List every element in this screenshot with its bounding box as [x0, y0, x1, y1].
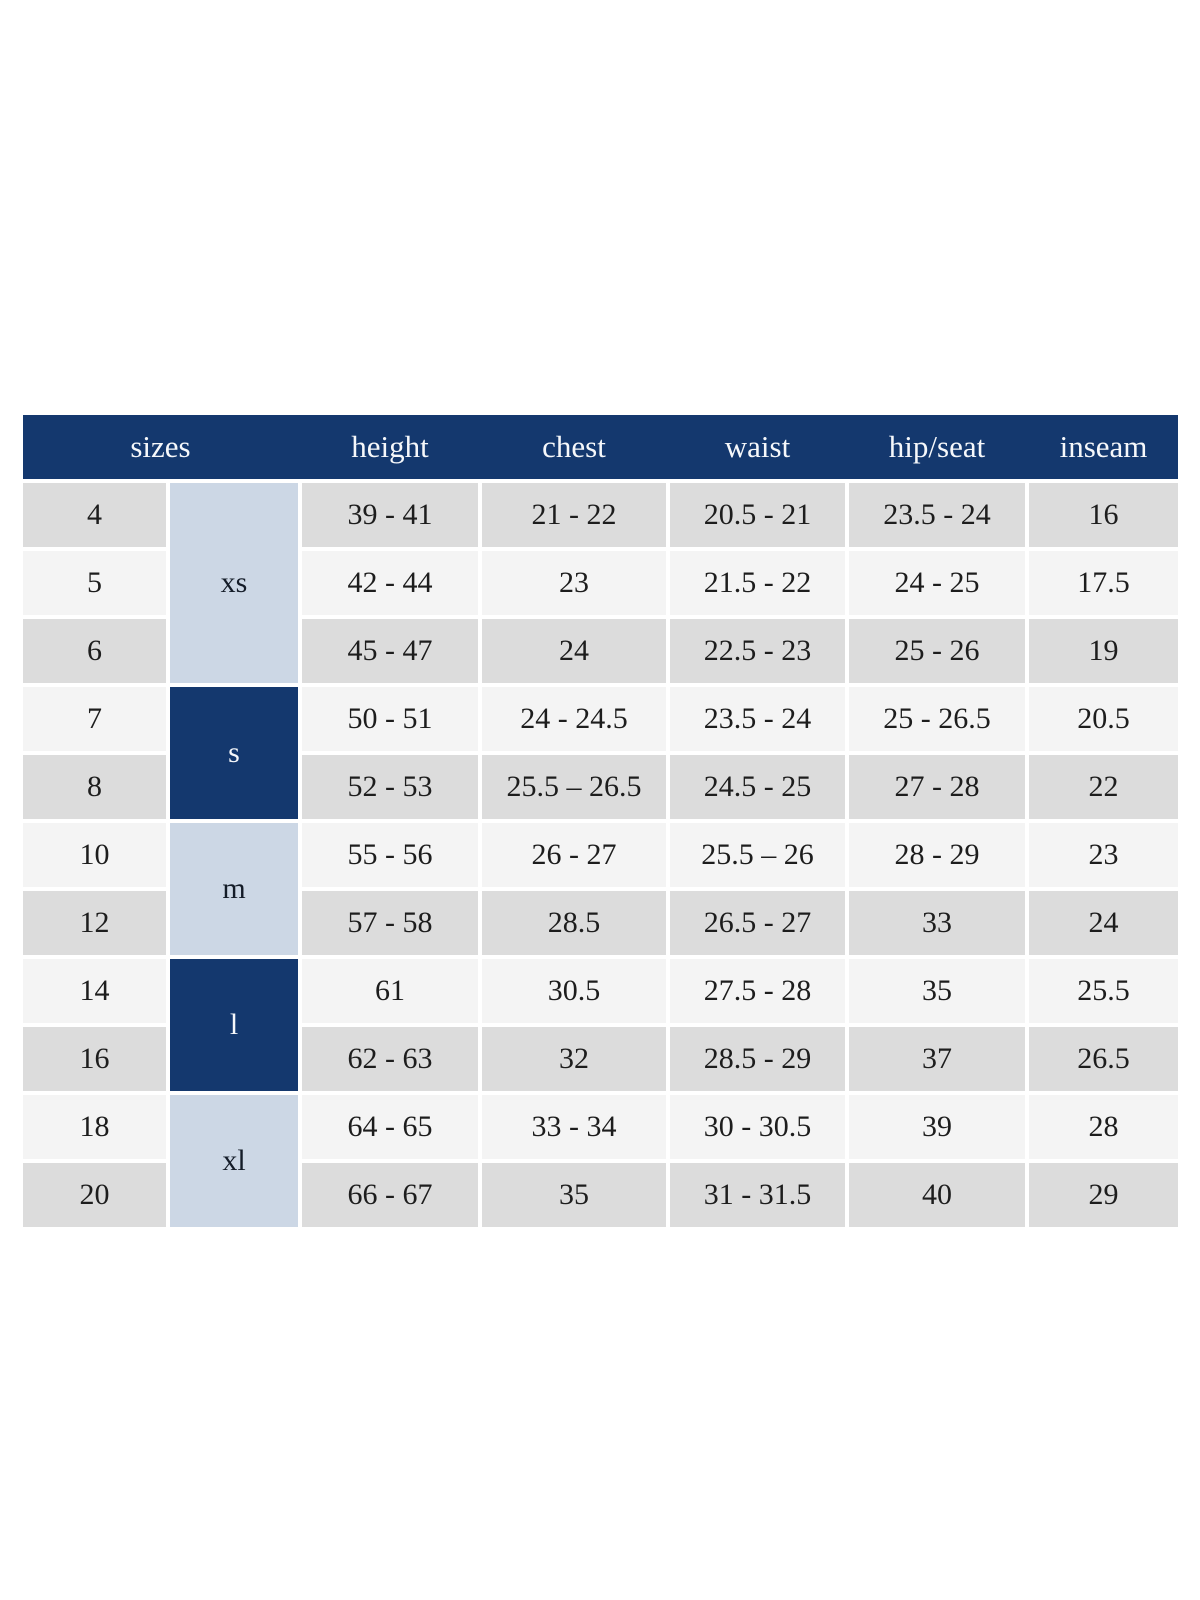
- table-body: 4 39 - 41 21 - 22 20.5 - 21 23.5 - 24 16 5 42 -…: [23, 483, 1178, 1227]
- size-cell: 4: [23, 483, 166, 547]
- inseam-cell: 25.5: [1029, 959, 1178, 1023]
- height-cell: 42 - 44: [302, 551, 478, 615]
- header-cell-hip-seat: hip/seat: [888, 429, 986, 464]
- size-cell: 10: [23, 823, 166, 887]
- inseam-cell: 24: [1029, 891, 1178, 955]
- inseam-cell: 29: [1029, 1163, 1178, 1227]
- chest-cell: 26 - 27: [482, 823, 666, 887]
- size-group-cell: xs: [170, 483, 298, 683]
- inseam-cell: 17.5: [1029, 551, 1178, 615]
- height-cell: 57 - 58: [302, 891, 478, 955]
- inseam-cell: 26.5: [1029, 1027, 1178, 1091]
- height-cell: 50 - 51: [302, 687, 478, 751]
- hip-seat-cell: 28 - 29: [849, 823, 1025, 887]
- size-cell: 7: [23, 687, 166, 751]
- waist-cell: 21.5 - 22: [670, 551, 845, 615]
- waist-cell: 28.5 - 29: [670, 1027, 845, 1091]
- size-cell: 6: [23, 619, 166, 683]
- size-cell: 12: [23, 891, 166, 955]
- height-cell: 64 - 65: [302, 1095, 478, 1159]
- header-cell-inseam: inseam: [1059, 429, 1148, 464]
- size-cell: 5: [23, 551, 166, 615]
- waist-cell: 26.5 - 27: [670, 891, 845, 955]
- hip-seat-cell: 25 - 26: [849, 619, 1025, 683]
- waist-cell: 31 - 31.5: [670, 1163, 845, 1227]
- inseam-cell: 20.5: [1029, 687, 1178, 751]
- chest-cell: 35: [482, 1163, 666, 1227]
- header-cell-height: height: [351, 429, 429, 464]
- inseam-cell: 16: [1029, 483, 1178, 547]
- height-cell: 62 - 63: [302, 1027, 478, 1091]
- size-cell: 20: [23, 1163, 166, 1227]
- hip-seat-cell: 27 - 28: [849, 755, 1025, 819]
- waist-cell: 23.5 - 24: [670, 687, 845, 751]
- chest-cell: 24: [482, 619, 666, 683]
- waist-cell: 27.5 - 28: [670, 959, 845, 1023]
- size-group-cell: m: [170, 823, 298, 955]
- waist-cell: 25.5 – 26: [670, 823, 845, 887]
- chest-cell: 33 - 34: [482, 1095, 666, 1159]
- inseam-cell: 22: [1029, 755, 1178, 819]
- size-group-cell: l: [170, 959, 298, 1091]
- size-cell: 8: [23, 755, 166, 819]
- height-cell: 39 - 41: [302, 483, 478, 547]
- hip-seat-cell: 23.5 - 24: [849, 483, 1025, 547]
- header-cell-chest: chest: [542, 429, 606, 464]
- chest-cell: 32: [482, 1027, 666, 1091]
- height-cell: 55 - 56: [302, 823, 478, 887]
- chest-cell: 23: [482, 551, 666, 615]
- hip-seat-cell: 39: [849, 1095, 1025, 1159]
- waist-cell: 20.5 - 21: [670, 483, 845, 547]
- waist-cell: 22.5 - 23: [670, 619, 845, 683]
- size-group-cell: s: [170, 687, 298, 819]
- table-header-row: sizes height chest waist hip/seat inseam: [23, 415, 1178, 479]
- hip-seat-cell: 33: [849, 891, 1025, 955]
- inseam-cell: 23: [1029, 823, 1178, 887]
- size-chart-table: sizes height chest waist hip/seat inseam…: [23, 415, 1178, 1227]
- height-cell: 45 - 47: [302, 619, 478, 683]
- hip-seat-cell: 25 - 26.5: [849, 687, 1025, 751]
- height-cell: 52 - 53: [302, 755, 478, 819]
- chest-cell: 24 - 24.5: [482, 687, 666, 751]
- hip-seat-cell: 40: [849, 1163, 1025, 1227]
- chest-cell: 28.5: [482, 891, 666, 955]
- hip-seat-cell: 37: [849, 1027, 1025, 1091]
- inseam-cell: 28: [1029, 1095, 1178, 1159]
- chest-cell: 21 - 22: [482, 483, 666, 547]
- size-cell: 18: [23, 1095, 166, 1159]
- size-cell: 14: [23, 959, 166, 1023]
- hip-seat-cell: 35: [849, 959, 1025, 1023]
- height-cell: 61: [302, 959, 478, 1023]
- waist-cell: 24.5 - 25: [670, 755, 845, 819]
- hip-seat-cell: 24 - 25: [849, 551, 1025, 615]
- chest-cell: 25.5 – 26.5: [482, 755, 666, 819]
- height-cell: 66 - 67: [302, 1163, 478, 1227]
- header-cell-sizes: sizes: [130, 429, 191, 464]
- header-cell-waist: waist: [724, 429, 791, 464]
- chest-cell: 30.5: [482, 959, 666, 1023]
- size-group-cell: xl: [170, 1095, 298, 1227]
- size-cell: 16: [23, 1027, 166, 1091]
- inseam-cell: 19: [1029, 619, 1178, 683]
- waist-cell: 30 - 30.5: [670, 1095, 845, 1159]
